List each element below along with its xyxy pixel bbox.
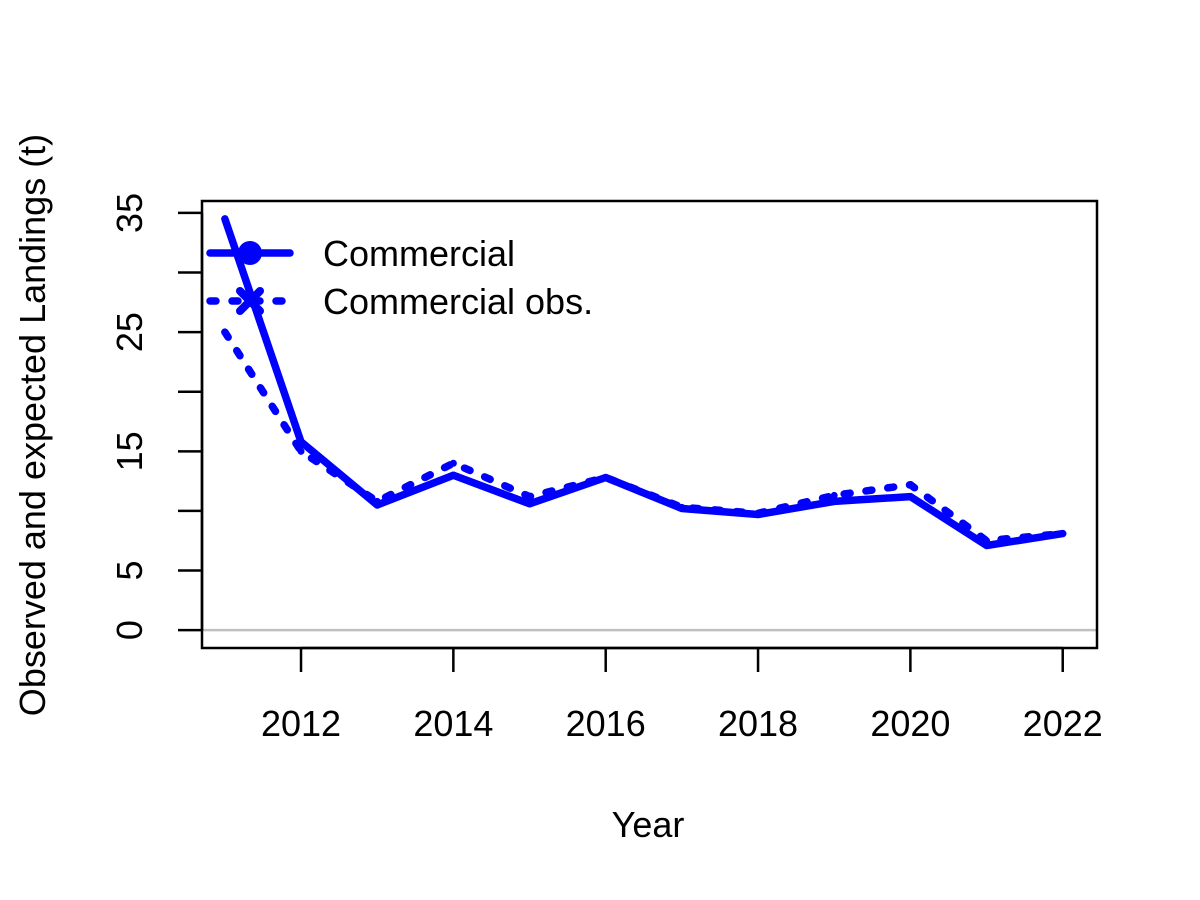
- y-tick-label-15: 15: [109, 431, 150, 471]
- y-tick-label-35: 35: [109, 193, 150, 233]
- x-axis-title: Year: [612, 804, 685, 845]
- y-axis-title: Observed and expected Landings (t): [12, 134, 53, 716]
- x-tick-label-2012: 2012: [261, 703, 341, 744]
- data-point-s2-2016: [602, 474, 610, 482]
- legend-marker-circle: [238, 241, 262, 265]
- legend-marker-x: [236, 287, 264, 315]
- y-tick-label-0: 0: [109, 620, 150, 640]
- y-tick-label-25: 25: [109, 312, 150, 352]
- data-point-s1-2011: [221, 215, 229, 223]
- legend: Commercial Commercial obs.: [206, 233, 593, 322]
- data-point-s2-2017: [678, 503, 686, 511]
- data-point-s2-2012: [297, 447, 305, 455]
- data-point-s1-2020: [906, 493, 914, 501]
- data-point-s2-2011: [221, 328, 229, 336]
- data-point-s2-2013: [373, 497, 381, 505]
- data-point-s2-2020: [906, 481, 914, 489]
- legend-label-2: Commercial obs.: [323, 281, 593, 322]
- axes: 2012 2014 2016 2018 2020 2022 0 5 15 25 35: [109, 193, 1103, 744]
- data-point-s2-2019: [830, 491, 838, 499]
- plot-area: [202, 215, 1097, 632]
- data-point-s1-2015: [526, 500, 534, 508]
- legend-label-1: Commercial: [323, 233, 515, 274]
- data-point-s1-2019: [830, 497, 838, 505]
- data-point-s2-2021: [983, 537, 991, 545]
- data-point-s2-2018: [754, 509, 762, 517]
- x-tick-label-2018: 2018: [718, 703, 798, 744]
- data-point-s2-2015: [526, 493, 534, 501]
- data-point-s2-2022: [1059, 530, 1067, 538]
- data-point-s2-2014: [449, 459, 457, 467]
- legend-marker-x-stroke-2: [236, 287, 264, 315]
- x-tick-label-2022: 2022: [1023, 703, 1103, 744]
- x-tick-label-2020: 2020: [870, 703, 950, 744]
- y-tick-label-5: 5: [109, 561, 150, 581]
- x-tick-label-2016: 2016: [566, 703, 646, 744]
- data-point-s1-2014: [449, 471, 457, 479]
- x-tick-label-2014: 2014: [413, 703, 493, 744]
- series-line-2: [221, 328, 1067, 545]
